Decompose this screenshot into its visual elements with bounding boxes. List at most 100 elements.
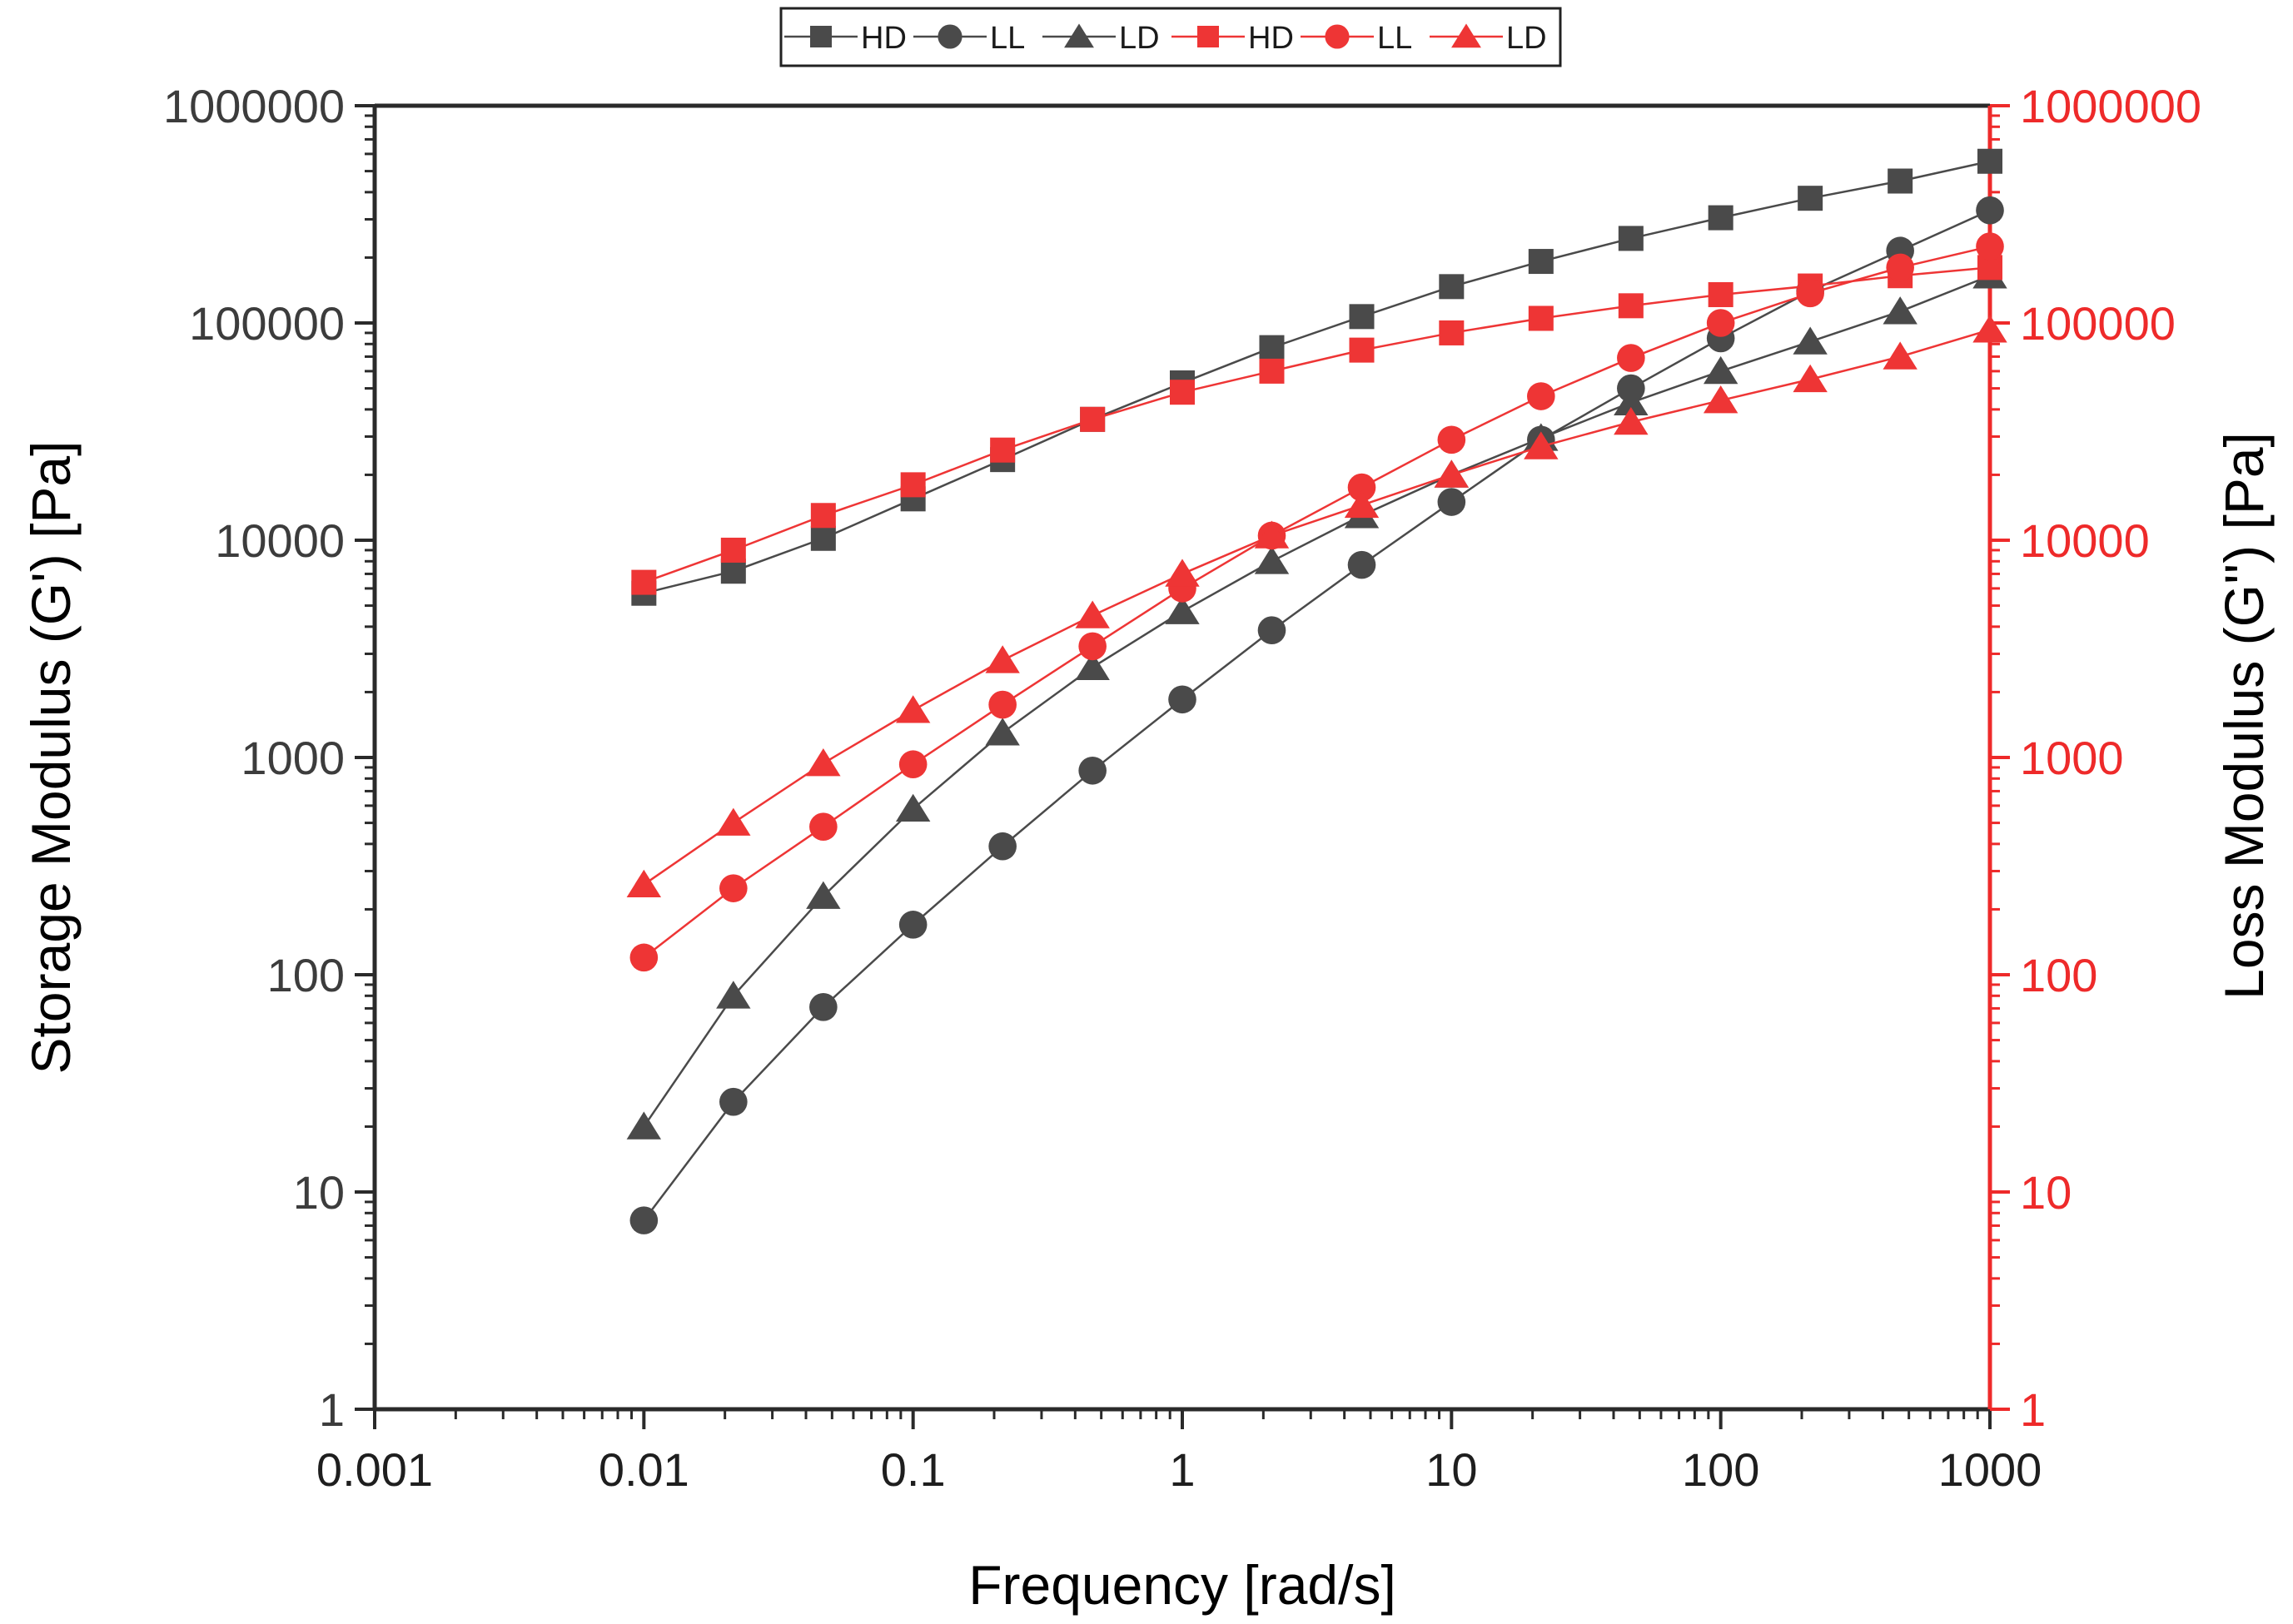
data-point: [1708, 281, 1733, 307]
data-point: [810, 503, 836, 529]
x-tick-label: 1000: [1938, 1443, 2042, 1496]
data-point: [716, 807, 751, 836]
data-point: [1349, 304, 1375, 330]
data-point: [1796, 279, 1824, 308]
legend-label: LD: [1119, 21, 1160, 56]
data-point: [898, 911, 928, 939]
data-point: [1437, 488, 1466, 516]
y-left-tick-label: 1000000: [163, 80, 345, 132]
y-left-tick-label: 10000: [215, 514, 345, 567]
data-point: [1618, 226, 1644, 251]
data-point: [1259, 358, 1285, 384]
y-axis-title-left: Storage Modulus (G') [Pa]: [20, 441, 82, 1075]
data-point: [1977, 148, 2002, 174]
data-point: [1976, 232, 2004, 261]
data-point: [895, 793, 931, 822]
data-point: [1703, 385, 1738, 414]
data-point: [1886, 253, 1914, 282]
data-point: [1614, 387, 1649, 415]
data-point: [1075, 652, 1110, 680]
data-point: [1883, 341, 1917, 370]
data-point: [985, 718, 1020, 746]
data-point: [1527, 382, 1555, 410]
x-tick-label: 0.1: [881, 1443, 946, 1496]
data-point: [719, 874, 748, 902]
data-point: [1080, 406, 1106, 432]
data-point: [1524, 431, 1559, 459]
ticks: 0.001 0.01 0.1 1 10 100 1000 1 1 10 10 100 100 1000 10…: [163, 80, 2201, 1496]
series-line: [643, 209, 1991, 1221]
data-point: [1528, 249, 1554, 275]
data-point: [985, 645, 1020, 673]
legend-label: LD: [1506, 21, 1547, 56]
y-right-tick-label: 10000: [2020, 514, 2150, 567]
legend-marker: [1451, 23, 1481, 48]
data-point: [1165, 559, 1200, 587]
x-tick-label: 100: [1682, 1443, 1759, 1496]
data-point: [988, 690, 1017, 719]
data-point: [1976, 196, 2004, 225]
data-point: [1254, 520, 1290, 549]
x-tick-label: 0.001: [316, 1443, 433, 1496]
data-point: [1793, 326, 1828, 355]
data-point: [1618, 293, 1644, 319]
legend: HD LL LD HD LL LD: [779, 7, 1562, 67]
y-right-tick-label: 1000000: [2020, 80, 2201, 132]
legend-marker: [1197, 26, 1219, 47]
legend-label: LL: [990, 21, 1025, 56]
data-point: [988, 832, 1017, 861]
y-right-tick-label: 10: [2020, 1166, 2072, 1219]
legend-label: LL: [1377, 21, 1412, 56]
y-right-tick-label: 100: [2020, 949, 2097, 1001]
series-ld-loss: [626, 315, 2007, 897]
data-point: [809, 993, 838, 1021]
data-point: [1888, 168, 1913, 194]
data-point: [809, 812, 838, 841]
legend-marker: [810, 26, 832, 47]
series-line: [643, 329, 1991, 886]
data-point: [1078, 632, 1107, 661]
series-layer: [626, 148, 2007, 1234]
data-point: [1257, 616, 1286, 644]
data-point: [1798, 186, 1823, 211]
data-point: [900, 472, 926, 498]
data-point: [1437, 425, 1466, 454]
data-point: [720, 559, 746, 584]
legend-label: HD: [861, 21, 907, 56]
data-point: [1703, 355, 1738, 385]
legend-label: HD: [1248, 21, 1294, 56]
y-axis-title-right: Loss Modulus (G'') [Pa]: [2213, 432, 2275, 1000]
data-point: [1708, 205, 1733, 231]
data-point: [1439, 320, 1465, 345]
series-line: [643, 266, 1991, 584]
data-point: [1614, 406, 1649, 435]
data-point: [626, 1111, 662, 1140]
data-point: [1254, 546, 1290, 574]
data-point: [1347, 550, 1376, 579]
data-point: [1972, 315, 2007, 343]
data-point: [1078, 756, 1107, 785]
legend-marker: [938, 24, 962, 49]
data-point: [1168, 685, 1196, 714]
y-left-tick-label: 100000: [189, 297, 345, 350]
data-point: [719, 1087, 748, 1116]
data-point: [629, 943, 659, 972]
y-right-tick-label: 1000: [2020, 732, 2124, 784]
data-point: [1347, 473, 1376, 502]
data-point: [1706, 309, 1735, 337]
y-left-tick-label: 1: [319, 1383, 345, 1436]
data-point: [716, 981, 751, 1009]
data-point: [806, 881, 841, 909]
data-point: [631, 569, 657, 595]
data-point: [1075, 600, 1110, 628]
y-right-tick-label: 1: [2020, 1383, 2046, 1436]
data-point: [990, 437, 1016, 463]
series-line: [644, 160, 1991, 594]
data-point: [1170, 380, 1195, 405]
data-point: [720, 537, 746, 563]
y-left-tick-label: 10: [293, 1166, 345, 1219]
data-point: [898, 750, 928, 779]
series-line: [643, 275, 1991, 1128]
series-line: [643, 245, 1991, 959]
